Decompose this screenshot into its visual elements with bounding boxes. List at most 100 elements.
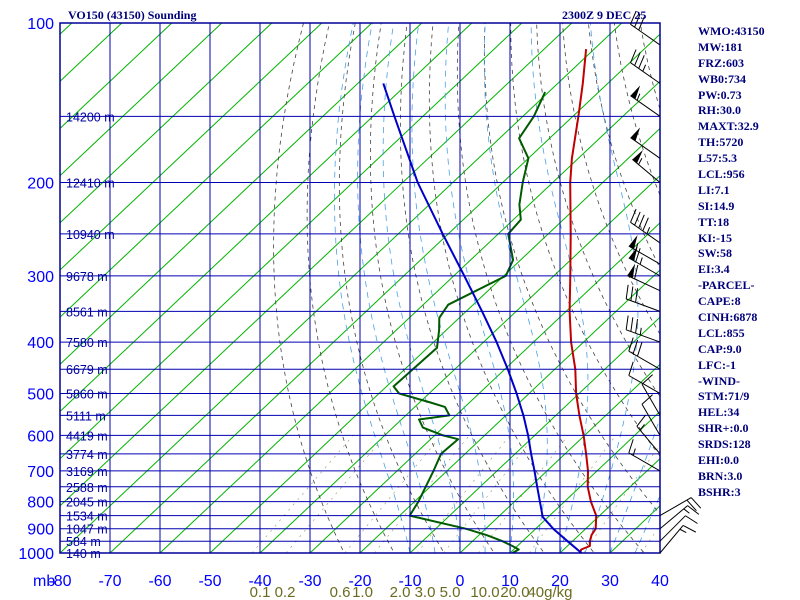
height-label: 14200 m [66, 110, 115, 124]
index-item: BSHR:3 [698, 484, 741, 499]
index-item: WMO:43150 [698, 24, 765, 38]
mixing-ratio-line [583, 444, 660, 553]
wind-barb [628, 234, 661, 265]
dry-adiabat [273, 23, 345, 553]
height-label: 5860 m [66, 387, 108, 401]
dry-adiabat [796, 23, 800, 564]
wind-barb [630, 127, 661, 159]
dry-adiabat [428, 23, 595, 553]
index-item: MW:181 [698, 39, 743, 54]
pressure-tick-label: 500 [27, 386, 54, 403]
wind-barb [630, 49, 661, 84]
pressure-tick-label: 100 [27, 16, 54, 33]
height-label: 12410 m [66, 177, 115, 191]
dry-adiabat [562, 23, 660, 336]
temperature-tick-label: -40 [248, 573, 271, 590]
temperature-tick-label: -20 [348, 573, 371, 590]
temperature-tick-label: 10 [501, 573, 519, 590]
isotherm-line [760, 23, 800, 553]
moist-adiabat [357, 23, 436, 553]
height-label: 3774 m [66, 448, 108, 462]
mixing-ratio-label: 0.2 [275, 584, 296, 600]
temperature-tick-label: -50 [198, 573, 221, 590]
wind-barb [659, 515, 698, 542]
isotherm-line [60, 23, 623, 553]
height-label: 6679 m [66, 363, 108, 377]
index-item: SHR+:0.0 [698, 421, 749, 436]
height-label: 584 m [66, 535, 101, 549]
wind-barb [636, 414, 661, 455]
plot-frame [59, 22, 661, 554]
height-label: 10940 m [66, 228, 115, 242]
wind-barb [630, 10, 661, 46]
isotherm-line [359, 269, 660, 553]
index-item: MAXT:32.9 [698, 119, 759, 134]
wind-barb [659, 505, 700, 530]
temperature-tick-label: -80 [48, 573, 71, 590]
index-item: CINH:6878 [698, 310, 758, 325]
dry-adiabat [483, 23, 660, 515]
isotherm-line [259, 174, 660, 553]
isotherm-line [60, 23, 323, 271]
index-item: WB0:734 [698, 71, 746, 86]
mixing-ratio-label: 3.0 [415, 584, 436, 600]
isotherm-line [409, 316, 660, 553]
mixing-ratio-label: 0.1 [250, 584, 271, 600]
height-label: 1534 m [66, 510, 108, 524]
height-label: 2588 m [66, 481, 108, 495]
pressure-tick-label: 400 [27, 335, 54, 352]
index-item: HEL:34 [698, 405, 740, 420]
mixing-ratio-line [374, 435, 470, 553]
valid-time: 2300Z 9 DEC 25 [562, 8, 647, 22]
isotherm-line [0, 23, 22, 553]
temperature-tick-label: 20 [551, 573, 569, 590]
mixing-ratio-label: 5.0 [440, 584, 461, 600]
temperature-tick-label: -60 [148, 573, 171, 590]
wind-barb [625, 315, 661, 343]
index-item: SI:14.9 [698, 198, 735, 213]
dry-adiabat [306, 23, 395, 553]
stability-indices-panel: WMO:43150 MW:181 FRZ:603 WB0:734 PW:0.73 RH:3… [698, 24, 765, 501]
height-label: 1047 m [66, 523, 108, 537]
index-item: FRZ:603 [698, 55, 744, 70]
index-item: BRN:3.0 [698, 468, 743, 483]
isotherm-line [60, 23, 423, 366]
isotherm-line [159, 80, 660, 553]
index-item: LI:7.1 [698, 182, 730, 197]
index-item: KI:-15 [698, 230, 732, 245]
wind-barb [632, 149, 661, 183]
index-item: PW:0.73 [698, 87, 742, 102]
index-item: TT:18 [698, 214, 730, 229]
mixing-ratio-label: 10.0 [470, 584, 499, 600]
wind-barb [641, 374, 661, 416]
height-label: 5111 m [66, 409, 106, 423]
dry-adiabat [456, 23, 645, 553]
wind-barb [641, 394, 661, 436]
wind-barb [625, 284, 661, 312]
mixing-ratio-line [344, 435, 442, 553]
isotherm-line [60, 23, 373, 318]
pressure-tick-label: 1000 [18, 546, 54, 563]
dry-adiabat [770, 23, 800, 564]
isotherm-line [60, 23, 573, 507]
isotherm-line [60, 23, 523, 460]
pressure-tick-label: 600 [27, 428, 54, 445]
wind-barb [630, 208, 661, 244]
wind-barb [659, 497, 702, 517]
mixing-ratio-line [416, 435, 511, 553]
wind-barb [628, 337, 661, 370]
index-item: LCL:855 [698, 325, 745, 340]
height-label: 8561 m [66, 305, 108, 319]
dry-adiabat [338, 23, 445, 553]
mixing-ratio-label: 0.6 [330, 584, 351, 600]
index-item: STM:71/9 [698, 389, 750, 404]
pressure-tick-label: 900 [27, 522, 54, 539]
dry-adiabat [399, 23, 545, 553]
mixing-ratio-label: 40g/kg [527, 584, 572, 600]
index-item: -WIND- [698, 373, 740, 388]
isotherm-line [559, 457, 660, 553]
pressure-tick-label: 200 [27, 176, 54, 193]
temperature-tick-label: -70 [98, 573, 121, 590]
plot-area [0, 23, 800, 564]
index-item: LFC:-1 [698, 357, 736, 372]
